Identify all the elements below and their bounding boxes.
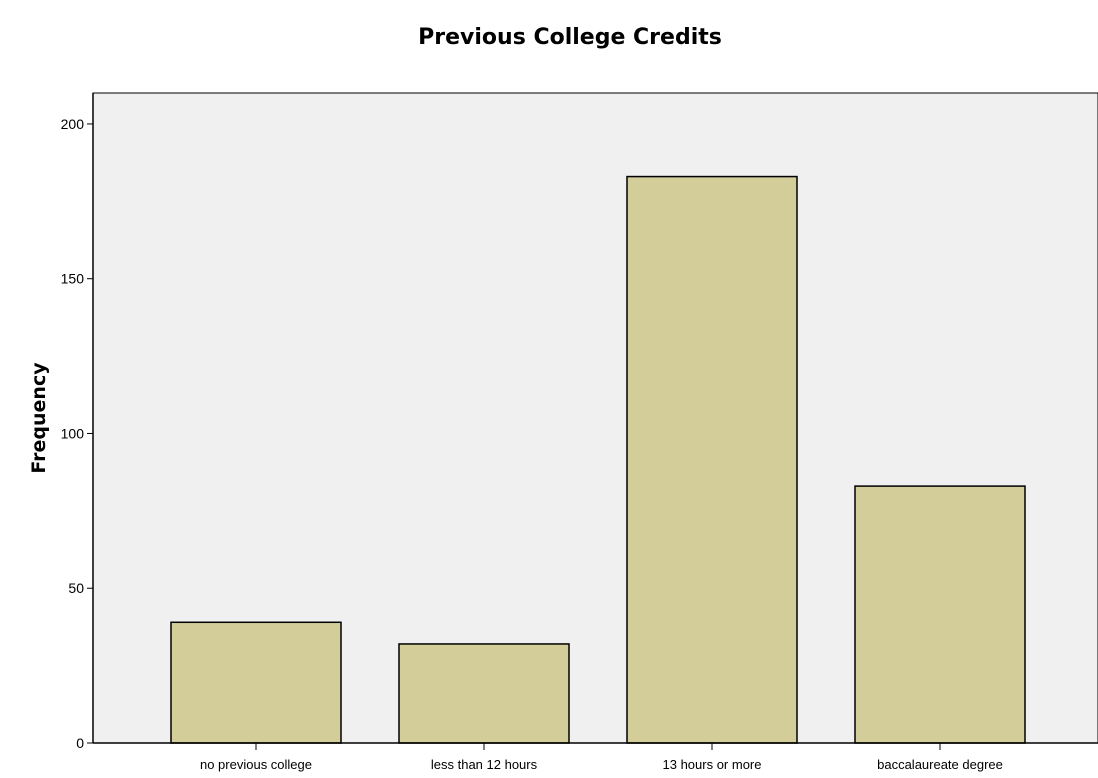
bar-1	[170, 621, 342, 744]
x-category-label: less than 12 hours	[431, 757, 538, 772]
bar-2	[398, 643, 570, 744]
x-category-label: baccalaureate degree	[877, 757, 1003, 772]
y-tick-label: 200	[61, 116, 85, 132]
bars-group	[170, 175, 1026, 744]
bar-4	[854, 485, 1026, 744]
chart-title: Previous College Credits	[418, 25, 722, 50]
x-ticks-group: no previous college less than 12 hours 13 …	[200, 743, 1003, 772]
y-ticks-group: 0 50 100 150 200	[61, 116, 93, 751]
bar-3	[626, 175, 798, 744]
y-axis-title: Frequency	[28, 362, 50, 474]
y-tick-label: 0	[76, 735, 84, 751]
x-category-label: no previous college	[200, 757, 312, 772]
y-tick-label: 100	[61, 425, 85, 441]
y-tick-label: 150	[61, 271, 85, 287]
y-tick-label: 50	[68, 580, 84, 596]
x-category-label: 13 hours or more	[663, 757, 762, 772]
